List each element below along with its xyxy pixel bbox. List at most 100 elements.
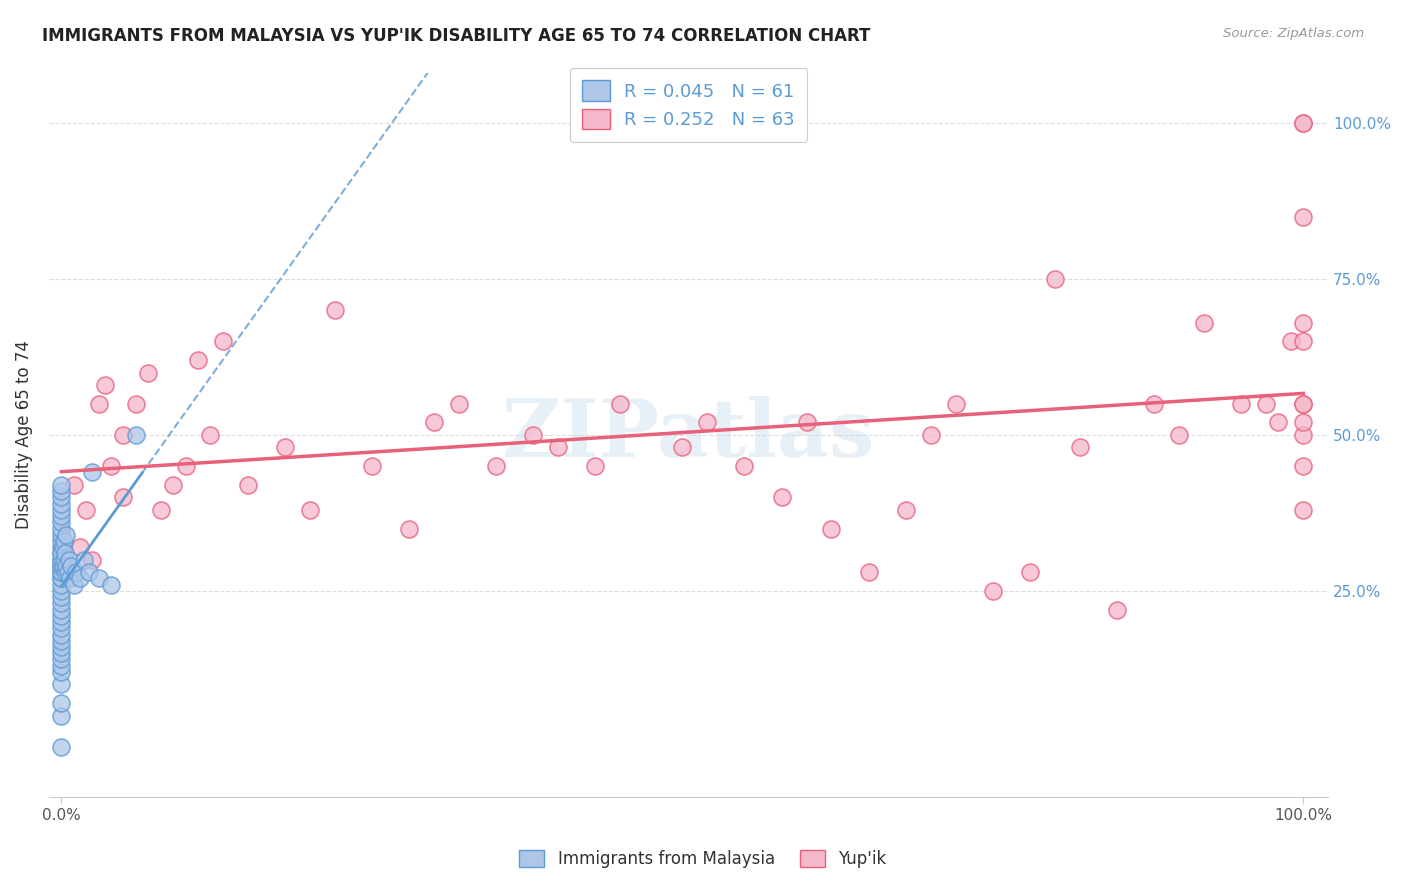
Point bbox=[360, 459, 382, 474]
Point bbox=[59, 571, 82, 585]
Point bbox=[423, 416, 446, 430]
Point bbox=[51, 571, 73, 585]
Point bbox=[920, 428, 942, 442]
Point bbox=[1019, 565, 1042, 579]
Point bbox=[55, 558, 77, 573]
Point bbox=[87, 397, 110, 411]
Point bbox=[1292, 116, 1315, 130]
Point bbox=[58, 552, 80, 566]
Point bbox=[447, 397, 470, 411]
Point bbox=[51, 558, 73, 573]
Point bbox=[1069, 441, 1091, 455]
Point bbox=[51, 708, 73, 723]
Point bbox=[125, 397, 148, 411]
Point bbox=[75, 503, 97, 517]
Point bbox=[733, 459, 755, 474]
Point bbox=[583, 459, 606, 474]
Point bbox=[125, 428, 148, 442]
Point bbox=[51, 491, 73, 505]
Point bbox=[51, 633, 73, 648]
Point bbox=[323, 303, 346, 318]
Point bbox=[149, 503, 172, 517]
Point bbox=[1105, 602, 1128, 616]
Point bbox=[51, 484, 73, 499]
Point bbox=[51, 552, 73, 566]
Point bbox=[51, 552, 73, 566]
Point bbox=[51, 608, 73, 623]
Point bbox=[51, 527, 73, 541]
Point bbox=[100, 459, 122, 474]
Point bbox=[51, 583, 73, 598]
Point bbox=[211, 334, 233, 349]
Point bbox=[82, 466, 104, 480]
Point bbox=[87, 571, 110, 585]
Point bbox=[200, 428, 222, 442]
Point bbox=[53, 546, 76, 560]
Y-axis label: Disability Age 65 to 74: Disability Age 65 to 74 bbox=[15, 341, 32, 529]
Point bbox=[1292, 459, 1315, 474]
Point bbox=[162, 478, 184, 492]
Point bbox=[51, 558, 73, 573]
Point bbox=[1292, 210, 1315, 224]
Point bbox=[51, 565, 73, 579]
Point bbox=[945, 397, 967, 411]
Point bbox=[73, 552, 96, 566]
Point bbox=[94, 378, 117, 392]
Point bbox=[100, 577, 122, 591]
Legend: R = 0.045   N = 61, R = 0.252   N = 63: R = 0.045 N = 61, R = 0.252 N = 63 bbox=[569, 68, 807, 142]
Point bbox=[671, 441, 693, 455]
Point bbox=[1279, 334, 1302, 349]
Point bbox=[69, 571, 91, 585]
Point bbox=[51, 577, 73, 591]
Point bbox=[51, 571, 73, 585]
Point bbox=[51, 478, 73, 492]
Point bbox=[51, 615, 73, 629]
Point bbox=[53, 565, 76, 579]
Point bbox=[51, 533, 73, 548]
Point bbox=[1230, 397, 1253, 411]
Point bbox=[77, 565, 100, 579]
Text: ZIPatlas: ZIPatlas bbox=[502, 396, 875, 474]
Point bbox=[52, 558, 75, 573]
Point bbox=[187, 353, 209, 368]
Point bbox=[51, 596, 73, 610]
Point bbox=[51, 627, 73, 641]
Point bbox=[51, 658, 73, 673]
Point bbox=[65, 565, 87, 579]
Point bbox=[1292, 416, 1315, 430]
Point bbox=[1143, 397, 1166, 411]
Text: Source: ZipAtlas.com: Source: ZipAtlas.com bbox=[1223, 27, 1364, 40]
Point bbox=[51, 696, 73, 710]
Point bbox=[82, 552, 104, 566]
Point bbox=[51, 665, 73, 679]
Point bbox=[298, 503, 321, 517]
Point bbox=[51, 602, 73, 616]
Point bbox=[696, 416, 718, 430]
Point bbox=[51, 565, 73, 579]
Point bbox=[51, 739, 73, 754]
Point bbox=[1267, 416, 1289, 430]
Point bbox=[51, 652, 73, 666]
Point bbox=[981, 583, 1004, 598]
Point bbox=[522, 428, 544, 442]
Point bbox=[1292, 428, 1315, 442]
Point bbox=[51, 540, 73, 554]
Point bbox=[1192, 316, 1215, 330]
Point bbox=[547, 441, 569, 455]
Point bbox=[609, 397, 631, 411]
Point bbox=[51, 590, 73, 604]
Point bbox=[60, 558, 83, 573]
Point bbox=[69, 540, 91, 554]
Point bbox=[1043, 272, 1066, 286]
Point bbox=[274, 441, 297, 455]
Point bbox=[51, 546, 73, 560]
Point bbox=[858, 565, 880, 579]
Point bbox=[1168, 428, 1191, 442]
Point bbox=[398, 521, 420, 535]
Point bbox=[62, 577, 84, 591]
Point bbox=[1292, 397, 1315, 411]
Point bbox=[55, 527, 77, 541]
Point bbox=[51, 640, 73, 654]
Point bbox=[51, 509, 73, 524]
Point bbox=[52, 533, 75, 548]
